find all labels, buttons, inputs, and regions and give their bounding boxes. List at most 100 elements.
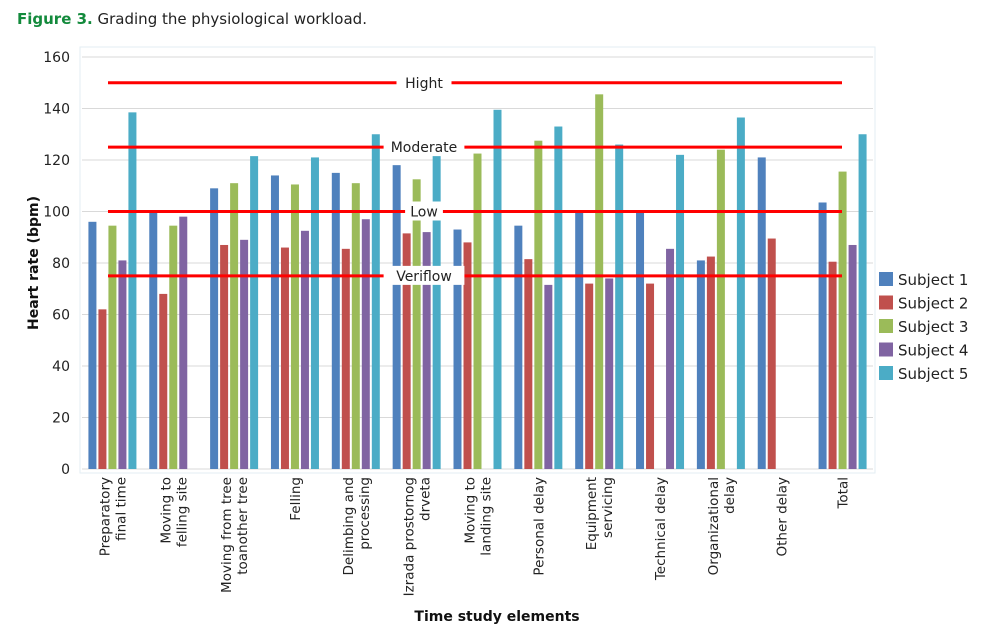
y-axis-ticks: 0 20 40 60 80 100 120 140 160 [43, 50, 70, 478]
bar-subject-2 [524, 259, 533, 469]
bar-subject-1 [270, 175, 279, 469]
x-category-line: landing site [479, 477, 495, 556]
bar-subject-1 [392, 165, 401, 469]
bar-subject-3 [595, 94, 604, 470]
y-tick-label: 0 [61, 462, 70, 478]
reference-label-veriflow: Veriflow [396, 269, 452, 285]
x-category-line: Moving from tree [219, 477, 235, 593]
reference-label-moderate: Moderate [391, 140, 458, 156]
bar-subject-1 [149, 211, 158, 469]
bar-subject-5 [858, 134, 867, 469]
y-tick-label: 100 [43, 205, 70, 221]
x-category-line: final time [113, 477, 129, 541]
x-category-label: Felling [288, 477, 304, 521]
bar-subject-1 [514, 225, 523, 469]
x-category-line: Other delay [775, 477, 791, 557]
bar-subject-2 [98, 309, 107, 469]
x-category-line: servicing [600, 477, 616, 538]
bar-subject-3 [230, 183, 239, 470]
y-tick-label: 160 [43, 50, 70, 66]
bar-subject-4 [422, 232, 431, 469]
x-category-line: felling site [174, 477, 190, 547]
bar-subject-4 [544, 284, 553, 469]
y-axis-title: Heart rate (bpm) [26, 196, 42, 330]
y-tick-label: 40 [52, 359, 70, 375]
bar-subject-2 [159, 293, 168, 469]
bar-subject-2 [828, 261, 837, 469]
bar-subject-2 [706, 256, 715, 469]
reference-label-low: Low [410, 205, 438, 221]
bar-subject-4 [848, 244, 857, 469]
bar-subject-3 [716, 149, 725, 469]
bar-subject-1 [757, 157, 766, 470]
bar-subject-3 [473, 153, 482, 469]
reference-label-bg [383, 137, 465, 157]
x-category-line: processing [357, 477, 373, 550]
x-category-line: Total [836, 477, 852, 510]
reference-label-bg [396, 72, 452, 92]
bar-subject-2 [220, 244, 229, 469]
y-tick-label: 20 [52, 411, 70, 427]
x-category-line: Moving to [463, 477, 479, 544]
bar-subject-1 [636, 211, 645, 469]
bar-subject-1 [88, 221, 97, 469]
bar-subject-2 [585, 283, 594, 469]
x-category-label: Preparatory final time [97, 477, 129, 556]
reference-lines: Hight Moderate Low Veriflow [108, 72, 842, 285]
legend-swatch [879, 319, 893, 333]
x-category-line: Delimbing and [341, 477, 357, 576]
bar-subject-1 [818, 202, 827, 470]
x-category-line: Felling [288, 477, 304, 521]
x-category-label: Equipment servicing [584, 477, 616, 550]
bar-subject-1 [453, 229, 462, 469]
figure-caption-text: Grading the physiological workload. [97, 10, 367, 28]
legend-label: Subject 5 [898, 365, 968, 383]
bar-subject-3 [412, 179, 421, 469]
bar-subject-4 [300, 230, 309, 469]
bar-subject-5 [128, 112, 137, 470]
bar-subject-5 [250, 156, 259, 469]
x-category-line: Technical delay [653, 477, 669, 581]
bar-subject-1 [696, 260, 705, 469]
x-category-line: drveta [418, 477, 434, 521]
x-category-label: Organizational delay [706, 477, 738, 575]
x-axis-title: Time study elements [414, 609, 579, 625]
bar-subject-4 [361, 219, 370, 469]
x-category-label: Izrada prostornog drveta [402, 477, 434, 596]
bar-subject-5 [432, 153, 441, 469]
reference-label-bg [383, 265, 465, 285]
y-tick-label: 80 [52, 256, 70, 272]
figure-label: Figure 3. [17, 10, 93, 28]
legend: Subject 1 Subject 2 Subject 3 Subject 4 Subj… [879, 271, 968, 383]
bar-subject-2 [463, 242, 472, 469]
x-category-line: Preparatory [97, 477, 113, 556]
bar-subject-2 [402, 233, 411, 469]
legend-swatch [879, 295, 893, 310]
y-tick-label: 120 [43, 153, 70, 169]
bar-subject-4 [240, 239, 249, 469]
bar-subject-1 [331, 172, 340, 469]
bar-subject-5 [736, 117, 745, 469]
bar-subject-3 [534, 140, 543, 469]
bar-subject-4 [605, 278, 614, 469]
x-category-line: delay [722, 477, 738, 514]
x-category-label: Delimbing and processing [341, 477, 373, 576]
y-tick-label: 60 [52, 308, 70, 324]
x-category-line: Organizational [706, 477, 722, 575]
x-category-label: Personal delay [531, 477, 547, 576]
legend-swatch [879, 342, 893, 357]
legend-label: Subject 3 [898, 318, 968, 336]
x-category-label: Other delay [775, 477, 791, 557]
bar-subject-1 [575, 211, 584, 469]
x-category-label: Total [836, 477, 852, 510]
legend-swatch [879, 272, 893, 286]
bar-subject-3 [838, 171, 847, 469]
bar-subject-2 [646, 283, 655, 469]
bar-subject-5 [554, 126, 563, 470]
reference-label-hight: Hight [405, 76, 443, 92]
bar-subject-5 [371, 134, 380, 469]
x-category-label: Moving from tree toanother tree [219, 477, 251, 593]
reference-label-bg [405, 201, 443, 221]
x-category-line: Izrada prostornog [402, 477, 418, 596]
